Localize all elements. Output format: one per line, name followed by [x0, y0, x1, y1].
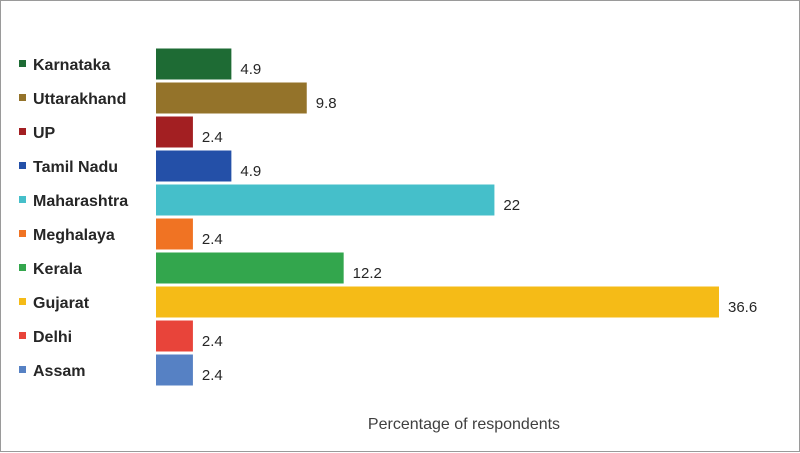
legend-swatch	[19, 298, 26, 305]
data-label: 4.9	[240, 163, 261, 180]
bar	[156, 184, 495, 216]
category-label: Kerala	[33, 261, 82, 278]
data-label: 12.2	[353, 265, 382, 282]
bar	[156, 150, 232, 182]
legend-swatch	[19, 230, 26, 237]
data-label: 9.8	[316, 95, 337, 112]
category-label: Delhi	[33, 329, 72, 346]
legend-swatch	[19, 162, 26, 169]
data-label: 2.4	[202, 231, 223, 248]
bar-row: Maharashtra 22	[19, 184, 520, 216]
legend-swatch	[19, 332, 26, 339]
bar-row: Gujarat 36.6	[19, 286, 757, 318]
category-label: Assam	[33, 363, 85, 380]
bar-row: UP 2.4	[19, 116, 223, 148]
category-label: Meghalaya	[33, 227, 115, 244]
bar-row: Assam 2.4	[19, 354, 223, 386]
data-label: 2.4	[202, 333, 223, 350]
bar-row: Uttarakhand 9.8	[19, 82, 337, 114]
bar-row: Delhi 2.4	[19, 320, 223, 352]
legend-swatch	[19, 60, 26, 67]
x-axis-title: Percentage of respondents	[368, 416, 560, 433]
bar-row: Kerala 12.2	[19, 252, 382, 284]
data-label: 2.4	[202, 129, 223, 146]
bar	[156, 48, 232, 80]
data-label: 2.4	[202, 367, 223, 384]
bar-row: Meghalaya 2.4	[19, 218, 223, 250]
data-label: 4.9	[240, 61, 261, 78]
category-label: Gujarat	[33, 295, 90, 312]
bar	[156, 354, 193, 386]
category-label: Maharashtra	[33, 193, 128, 210]
data-label: 22	[503, 197, 520, 214]
bar-row: Karnataka 4.9	[19, 48, 261, 80]
bar	[156, 320, 193, 352]
legend-swatch	[19, 128, 26, 135]
legend-swatch	[19, 366, 26, 373]
bar	[156, 116, 193, 148]
bar	[156, 82, 307, 114]
bar	[156, 252, 344, 284]
bar-row: Tamil Nadu 4.9	[19, 150, 261, 182]
legend-swatch	[19, 264, 26, 271]
category-label: Tamil Nadu	[33, 159, 118, 176]
bar	[156, 286, 719, 318]
category-label: UP	[33, 125, 56, 142]
category-label: Karnataka	[33, 57, 110, 74]
legend-swatch	[19, 196, 26, 203]
category-label: Uttarakhand	[33, 91, 126, 108]
bar	[156, 218, 193, 250]
data-label: 36.6	[728, 299, 757, 316]
legend-swatch	[19, 94, 26, 101]
